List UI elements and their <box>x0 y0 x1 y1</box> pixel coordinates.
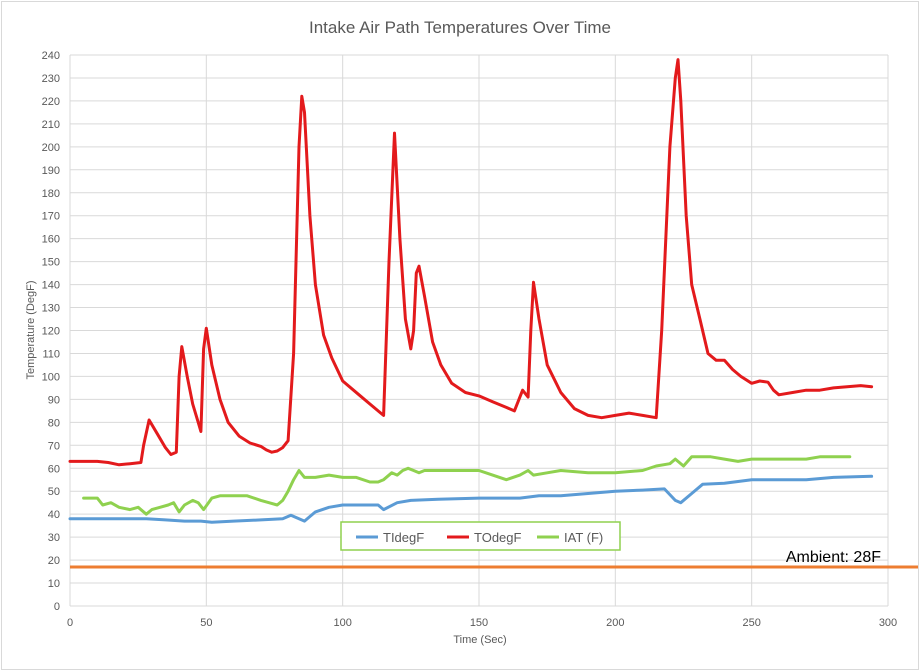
legend-label: TIdegF <box>383 530 424 545</box>
x-tick-label: 150 <box>470 617 488 629</box>
x-tick-label: 0 <box>67 617 73 629</box>
y-tick-label: 0 <box>54 601 60 613</box>
y-tick-label: 210 <box>42 119 60 131</box>
y-tick-label: 60 <box>48 463 60 475</box>
y-tick-label: 230 <box>42 73 60 85</box>
x-tick-label: 200 <box>606 617 624 629</box>
series-line-todegf <box>68 58 874 467</box>
y-tick-label: 150 <box>42 257 60 269</box>
series-lines <box>68 58 874 524</box>
x-axis-ticks: 0 50 100 150 200 250 300 <box>67 617 897 629</box>
y-tick-label: 50 <box>48 486 60 498</box>
y-axis-ticks: 0 10 20 30 40 50 60 70 80 90 100 110 120 130 140 150 160… <box>42 50 60 613</box>
x-tick-label: 250 <box>742 617 760 629</box>
y-tick-label: 130 <box>42 303 60 315</box>
y-tick-label: 220 <box>42 96 60 108</box>
ambient-annotation: Ambient: 28F <box>786 549 881 566</box>
y-axis-label: Temperature (DegF) <box>25 280 37 379</box>
y-tick-label: 10 <box>48 578 60 590</box>
series-line-iat-f- <box>82 455 852 516</box>
x-axis-label: Time (Sec) <box>453 634 506 646</box>
reference-lines: Ambient: 28F <box>70 549 918 569</box>
y-tick-label: 160 <box>42 234 60 246</box>
legend-label: TOdegF <box>474 530 522 545</box>
y-tick-label: 240 <box>42 50 60 62</box>
y-tick-label: 180 <box>42 188 60 200</box>
legend-box <box>340 521 621 551</box>
y-tick-label: 120 <box>42 326 60 338</box>
y-tick-label: 70 <box>48 440 60 452</box>
legend: TIdegF TOdegF IAT (F) <box>340 521 621 551</box>
x-tick-label: 100 <box>333 617 351 629</box>
y-tick-label: 20 <box>48 555 60 567</box>
y-tick-label: 80 <box>48 417 60 429</box>
y-tick-label: 90 <box>48 394 60 406</box>
legend-label: IAT (F) <box>564 530 603 545</box>
y-tick-label: 100 <box>42 371 60 383</box>
chart-title: Intake Air Path Temperatures Over Time <box>309 18 611 37</box>
gridlines <box>69 54 889 607</box>
y-tick-label: 190 <box>42 165 60 177</box>
y-tick-label: 110 <box>42 348 60 360</box>
series-line-tidegf <box>68 474 874 524</box>
y-tick-label: 40 <box>48 509 60 521</box>
y-tick-label: 170 <box>42 211 60 223</box>
x-tick-label: 300 <box>879 617 897 629</box>
x-tick-label: 50 <box>200 617 212 629</box>
y-tick-label: 30 <box>48 532 60 544</box>
y-tick-label: 200 <box>42 142 60 154</box>
y-tick-label: 140 <box>42 280 60 292</box>
